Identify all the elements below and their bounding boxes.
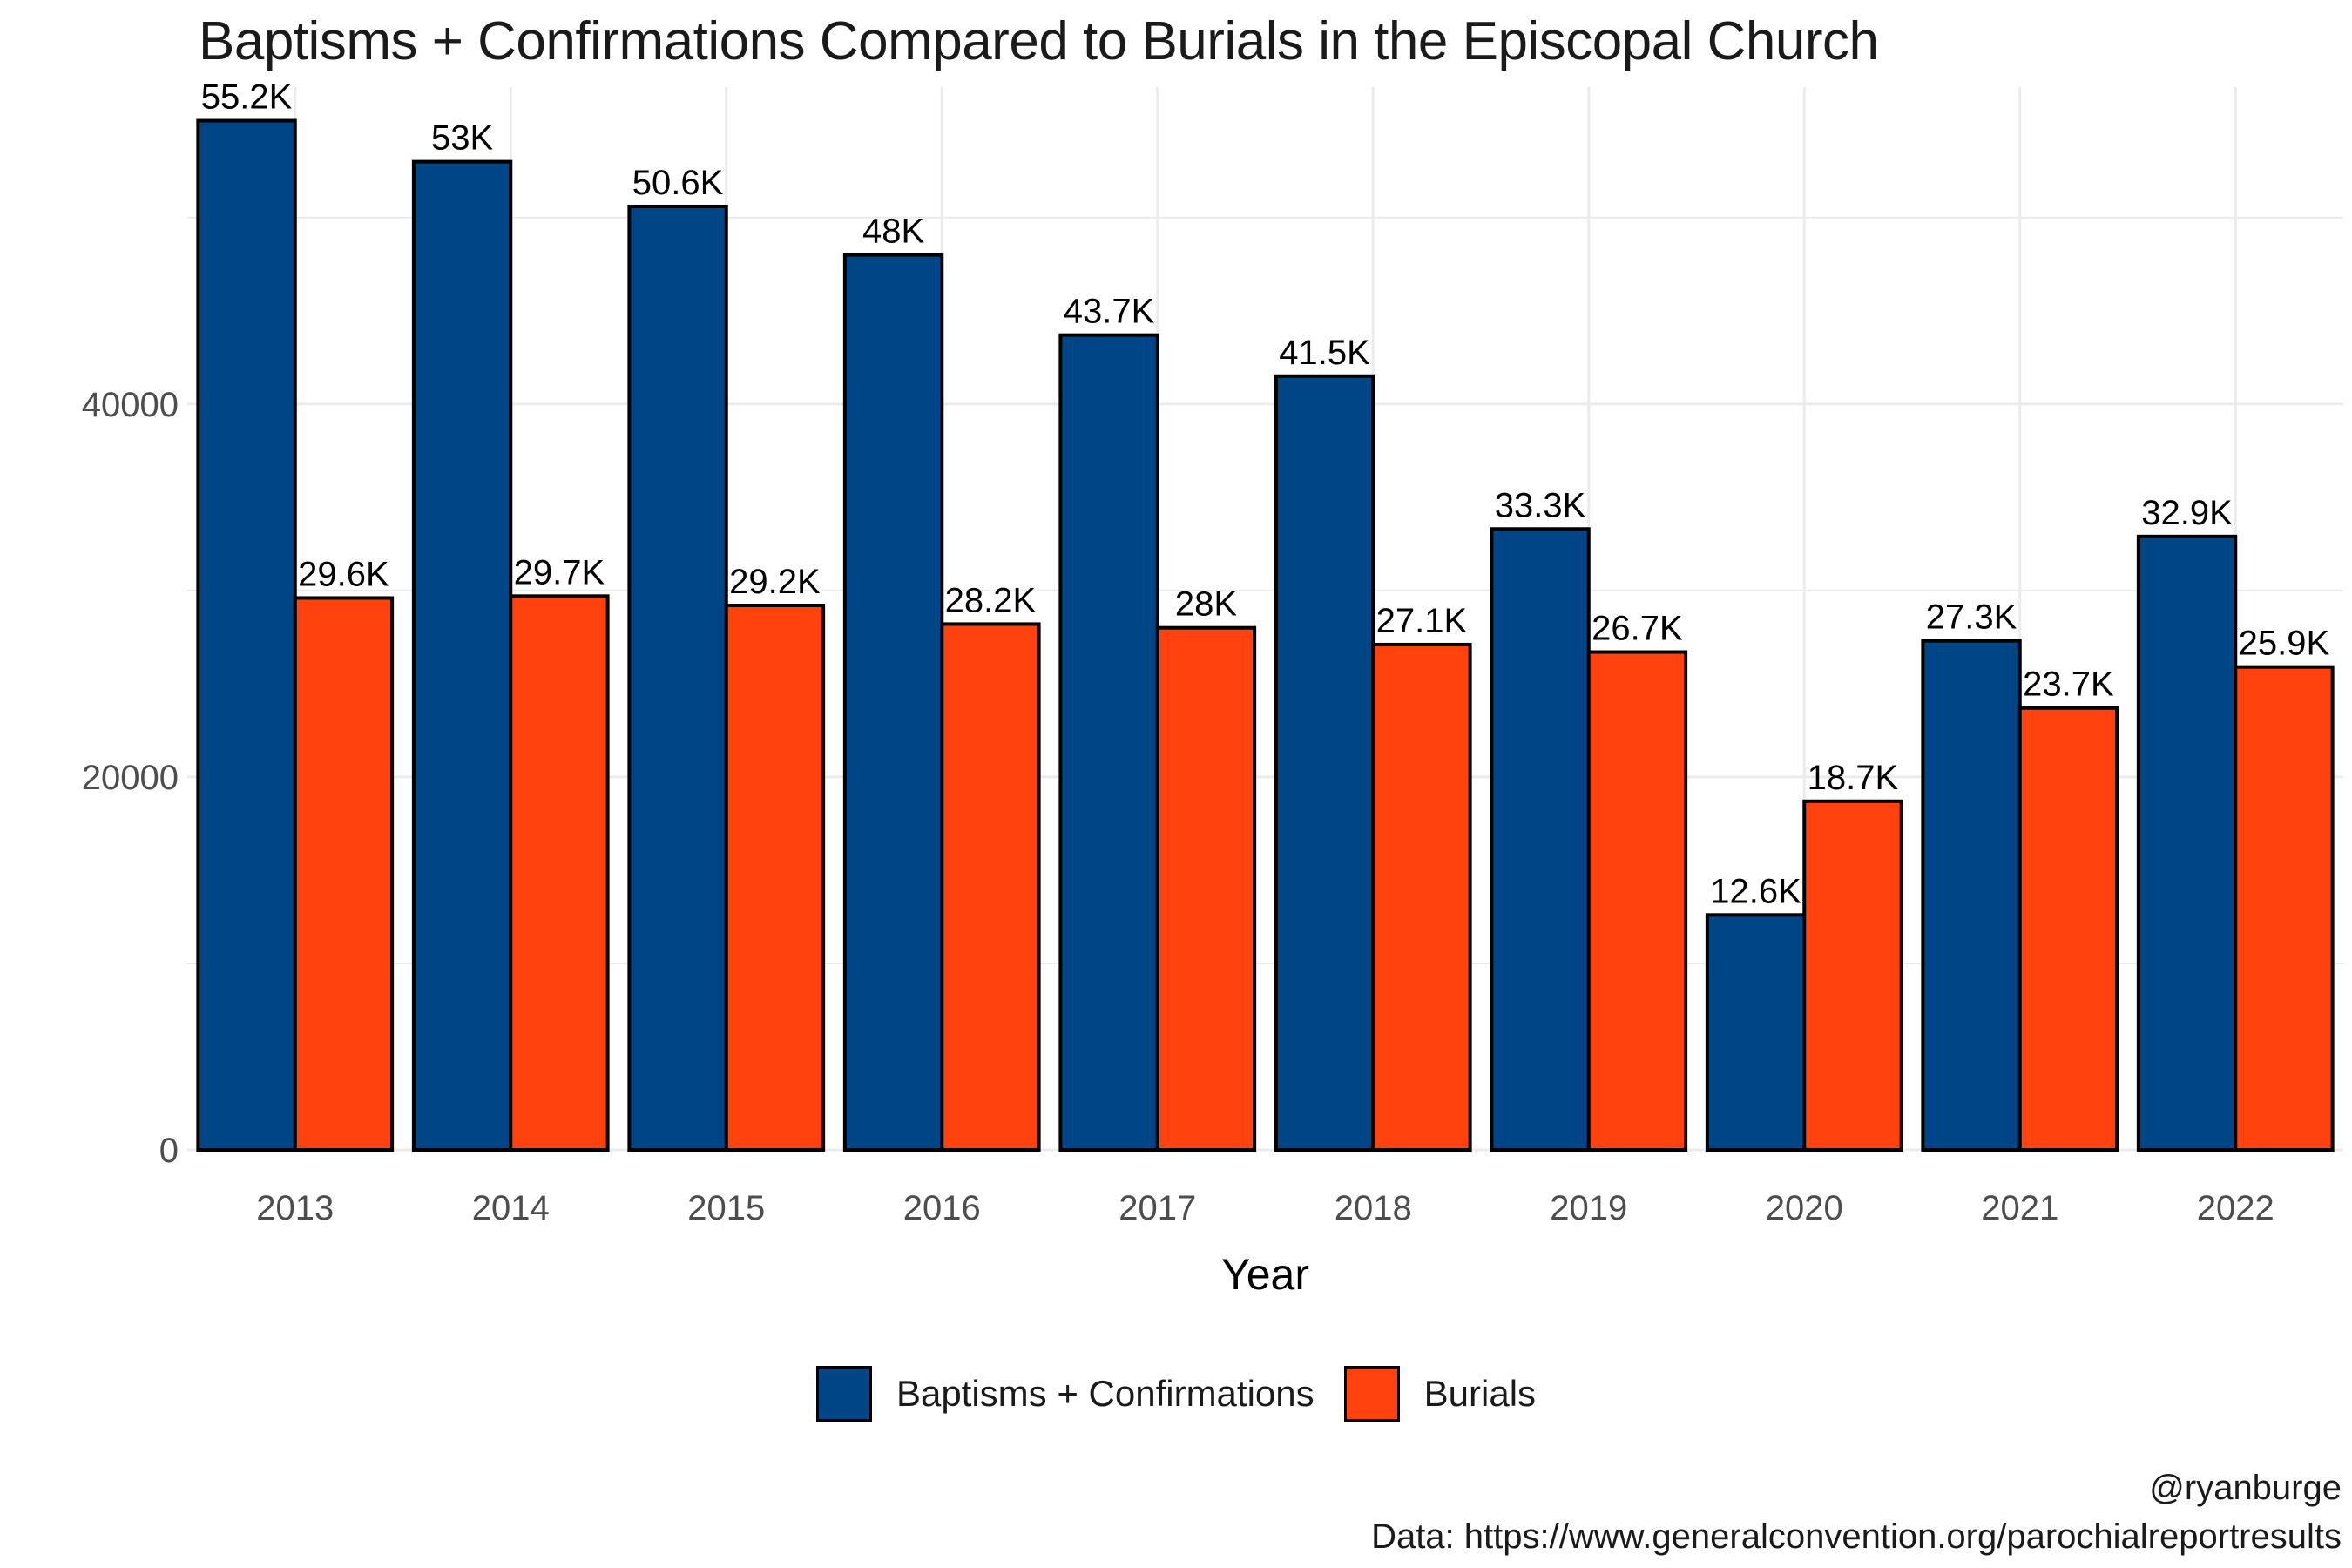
legend-label-baptisms: Baptisms + Confirmations bbox=[896, 1373, 1315, 1414]
data-label-burials: 28K bbox=[1175, 585, 1237, 624]
bar-baptisms bbox=[1274, 374, 1375, 1152]
bar-burials bbox=[293, 596, 395, 1152]
data-label-burials: 26.7K bbox=[1592, 610, 1683, 648]
bar-burials bbox=[724, 604, 826, 1152]
x-tick-label: 2017 bbox=[1119, 1189, 1196, 1227]
caption: @ryanburge Data: https://www.generalconv… bbox=[1371, 1463, 2342, 1561]
bar-burials bbox=[2017, 706, 2119, 1152]
data-label-baptisms: 55.2K bbox=[201, 78, 293, 117]
y-tick-label: 20000 bbox=[82, 759, 179, 797]
caption-handle: @ryanburge bbox=[2149, 1469, 2342, 1507]
bar-baptisms bbox=[627, 204, 728, 1152]
data-label-baptisms: 32.9K bbox=[2141, 494, 2233, 532]
x-tick-label: 2013 bbox=[256, 1189, 334, 1227]
bar-baptisms bbox=[1490, 527, 1591, 1152]
legend-swatch-baptisms bbox=[815, 1366, 872, 1422]
data-label-burials: 23.7K bbox=[2023, 666, 2114, 704]
bar-baptisms bbox=[2136, 534, 2238, 1152]
bar-burials bbox=[2234, 665, 2335, 1152]
x-tick-label: 2022 bbox=[2197, 1189, 2274, 1227]
legend-label-burials: Burials bbox=[1423, 1373, 1537, 1414]
legend-item-baptisms: Baptisms + Confirmations bbox=[815, 1366, 1315, 1422]
chart-title: Baptisms + Confirmations Compared to Bur… bbox=[199, 11, 1879, 71]
bar-burials bbox=[940, 622, 1041, 1152]
bar-baptisms bbox=[1921, 639, 2022, 1152]
data-label-baptisms: 53K bbox=[431, 119, 493, 158]
x-tick-label: 2014 bbox=[472, 1189, 550, 1227]
legend-swatch-burials bbox=[1343, 1366, 1400, 1422]
bar-burials bbox=[1371, 642, 1472, 1152]
x-axis-label: Year bbox=[1221, 1250, 1309, 1299]
bar-baptisms bbox=[411, 159, 513, 1152]
data-label-baptisms: 33.3K bbox=[1495, 486, 1586, 524]
x-tick-label: 2016 bbox=[903, 1189, 981, 1227]
x-tick-label: 2019 bbox=[1550, 1189, 1627, 1227]
bar-burials bbox=[1586, 650, 1688, 1152]
y-tick-label: 0 bbox=[159, 1132, 179, 1170]
x-tick-label: 2015 bbox=[687, 1189, 765, 1227]
data-label-baptisms: 50.6K bbox=[632, 164, 724, 202]
legend-item-burials: Burials bbox=[1343, 1366, 1537, 1422]
data-label-burials: 18.7K bbox=[1808, 759, 1899, 797]
bar-baptisms bbox=[842, 253, 944, 1152]
bar-burials bbox=[509, 594, 610, 1152]
data-label-burials: 28.2K bbox=[945, 581, 1037, 619]
bar-baptisms bbox=[1058, 333, 1159, 1152]
y-tick-label: 40000 bbox=[82, 386, 179, 424]
data-label-baptisms: 41.5K bbox=[1279, 334, 1370, 372]
data-label-baptisms: 48K bbox=[862, 213, 924, 251]
x-tick-label: 2021 bbox=[1981, 1189, 2058, 1227]
bar-chart: 0 20000 40000 55.2K 29.6K 2013 53K 29.7K 2014 50.… bbox=[82, 78, 2343, 1299]
bar-baptisms bbox=[196, 118, 297, 1152]
data-label-burials: 25.9K bbox=[2239, 625, 2330, 663]
bar-burials bbox=[1155, 625, 1257, 1152]
data-label-baptisms: 43.7K bbox=[1064, 293, 1155, 331]
bar-burials bbox=[1802, 799, 1903, 1152]
data-label-baptisms: 12.6K bbox=[1710, 872, 1801, 910]
data-label-burials: 29.7K bbox=[514, 553, 605, 591]
data-label-burials: 29.2K bbox=[729, 563, 821, 601]
data-label-burials: 29.6K bbox=[298, 555, 389, 593]
x-tick-label: 2020 bbox=[1766, 1189, 1843, 1227]
data-label-baptisms: 27.3K bbox=[1926, 598, 2017, 637]
bar-baptisms bbox=[1705, 913, 1807, 1152]
legend: Baptisms + Confirmations Burials bbox=[0, 1366, 2352, 1422]
caption-source: Data: https://www.generalconvention.org/… bbox=[1371, 1517, 2342, 1556]
data-label-burials: 27.1K bbox=[1376, 602, 1468, 640]
x-tick-label: 2018 bbox=[1335, 1189, 1412, 1227]
